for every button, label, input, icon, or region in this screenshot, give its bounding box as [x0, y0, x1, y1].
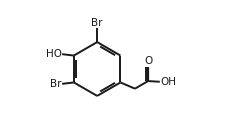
Text: HO: HO [46, 49, 61, 59]
Text: OH: OH [160, 77, 176, 87]
Text: Br: Br [92, 18, 103, 28]
Text: O: O [144, 56, 152, 66]
Text: Br: Br [50, 79, 61, 89]
